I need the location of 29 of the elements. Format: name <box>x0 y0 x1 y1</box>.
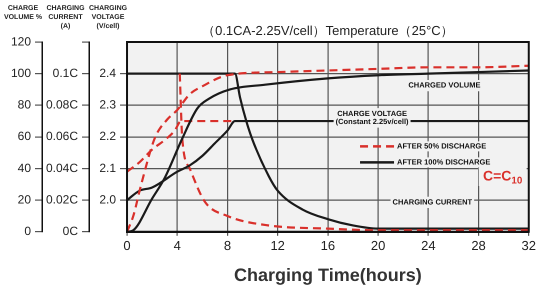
y2-tick-label: 0C <box>62 224 78 238</box>
y3-tick-label: 2.4 <box>99 66 116 80</box>
y3-tick-label: 2.3 <box>99 98 116 112</box>
x-tick-label: 8 <box>224 238 232 254</box>
y2-tick-label: 0.1C <box>52 66 78 80</box>
y2-tick-label: 0.06C <box>46 129 78 144</box>
x-tick-label: 32 <box>522 238 536 254</box>
x-tick-label: 28 <box>471 238 486 254</box>
y-tick-label: 60 <box>18 129 32 144</box>
y3-tick-label: 2.1 <box>99 160 116 175</box>
y-tick-label: 100 <box>10 66 32 80</box>
y-tick-label: 80 <box>18 98 32 112</box>
x-tick-label: 0 <box>123 238 131 254</box>
y-tick-label: 40 <box>18 160 32 175</box>
y2-tick-label: 0.08C <box>46 98 78 112</box>
x-axis-title: Charging Time(hours) <box>234 265 422 286</box>
x-tick-label: 20 <box>370 238 386 254</box>
y2-tick-label: 0.04C <box>46 160 78 175</box>
y-tick-label: 0 <box>24 224 32 238</box>
x-tick-label: 24 <box>421 238 436 254</box>
chart-title: （0.1CA-2.25V/cell）Temperature（25°C） <box>201 22 455 40</box>
y2-tick-label: 0.02C <box>46 192 78 206</box>
x-tick-label: 16 <box>320 238 336 254</box>
x-tick-label: 4 <box>174 238 181 254</box>
y-tick-label: 20 <box>18 192 32 206</box>
y3-tick-label: 2.2 <box>99 129 116 144</box>
y3-tick-label: 2.0 <box>99 192 116 206</box>
x-tick-label: 12 <box>270 238 285 254</box>
y-tick-label: 120 <box>10 34 32 48</box>
